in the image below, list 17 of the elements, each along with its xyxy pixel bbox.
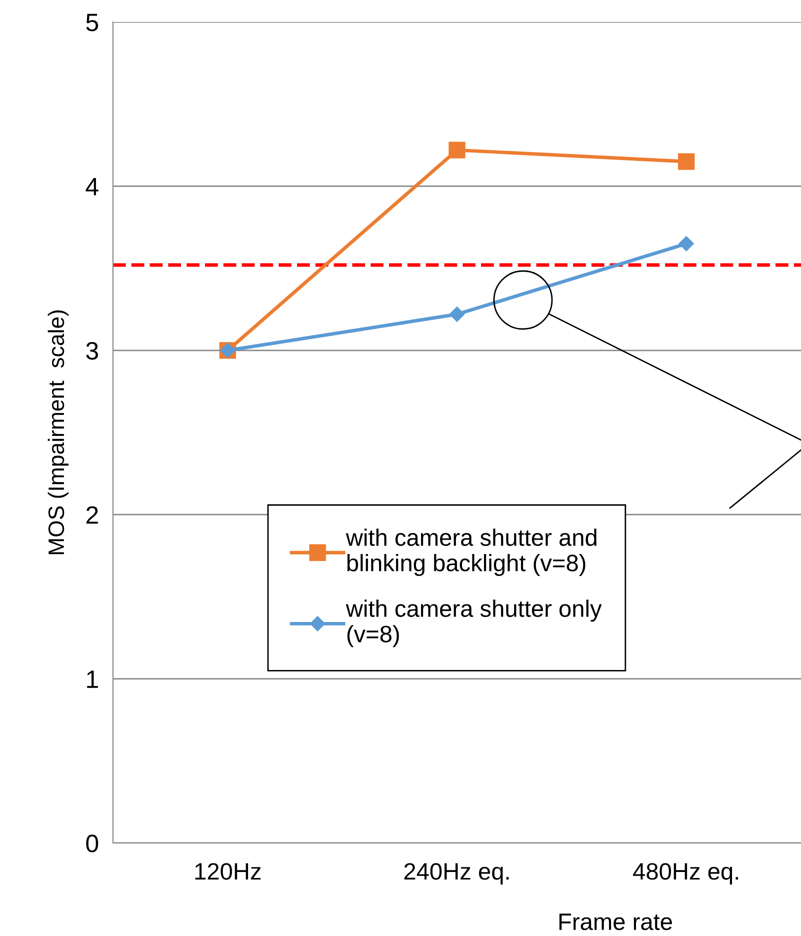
legend-label: with camera shutter only (v=8) bbox=[346, 600, 602, 648]
point bbox=[678, 236, 694, 252]
x-tick-label: 120Hz bbox=[195, 863, 261, 880]
y-tick-label: 0 bbox=[86, 834, 98, 852]
y-tick-label: 4 bbox=[86, 178, 98, 196]
y-tick-label: 1 bbox=[87, 670, 98, 688]
x-axis-title: Frame rate bbox=[559, 914, 672, 930]
point bbox=[449, 306, 465, 322]
x-tick-label: 480Hz eq. bbox=[633, 863, 738, 884]
y-tick-label: 2 bbox=[86, 506, 98, 524]
y-tick-label: 5 bbox=[86, 14, 98, 32]
legend-label: with camera shutter and blinking backlight (v=8) bbox=[346, 528, 596, 576]
x-tick-label: 240Hz eq. bbox=[404, 863, 509, 884]
y-axis-title: MOS (Impairment scale) bbox=[48, 310, 69, 554]
point bbox=[448, 142, 466, 158]
point bbox=[678, 153, 695, 170]
y-tick-label: 3 bbox=[86, 342, 98, 360]
